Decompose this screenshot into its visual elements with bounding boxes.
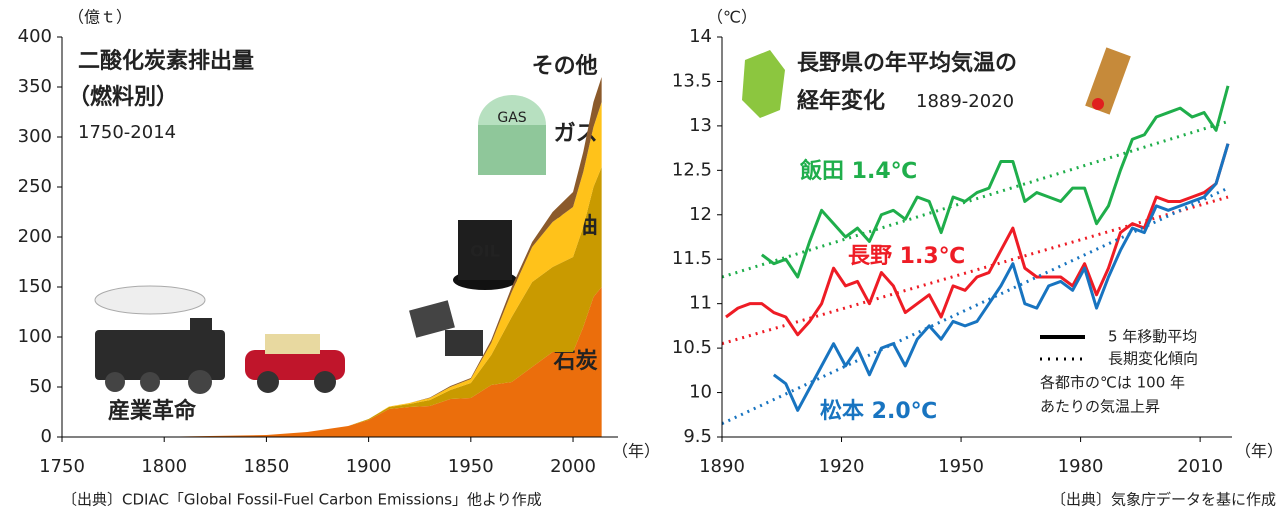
line [760,85,1230,279]
x-unit: （年） [1235,442,1281,461]
y-tick-label: 400 [18,26,52,47]
x-tick-label: 1850 [244,456,290,477]
x-tick-label: 2000 [550,456,596,477]
legend-text: 長期変化傾向 [1108,350,1198,368]
y-tick-label: 14 [689,26,712,47]
x-tick-label: 1890 [699,456,745,477]
line [725,143,1230,337]
x-tick-label: 1920 [819,456,865,477]
annotation: 産業革命 [108,398,197,424]
y-unit: （℃） [707,8,757,27]
subtitle: 1889-2020 [916,91,1014,112]
y-tick-label: 12.5 [672,159,712,180]
y-tick-label: 10.5 [672,337,712,358]
note: あたりの気温上昇 [1040,398,1160,416]
chart-title: （燃料別） [68,84,178,110]
chart-title: 経年変化 [797,88,885,114]
y-tick-label: 350 [18,76,52,97]
y-tick-label: 13 [689,115,712,136]
y-tick-label: 100 [18,326,52,347]
y-tick-label: 200 [18,226,52,247]
y-tick-label: 250 [18,176,52,197]
subtitle: 1750-2014 [78,122,176,143]
y-tick-label: 0 [41,426,52,447]
x-tick-label: 1800 [141,456,187,477]
illustrations: OIL GAS [94,47,1131,394]
y-tick-label: 11.5 [672,248,712,269]
x-unit: （年） [612,442,660,461]
source: 〔出典〕気象庁データを基に作成 [1051,491,1276,509]
chart-title: 二酸化炭素排出量 [78,48,254,74]
y-tick-label: 12 [689,204,712,225]
area [62,287,602,437]
x-tick-label: 1950 [938,456,984,477]
y-tick-label: 13.5 [672,70,712,91]
y-unit: （億ｔ） [68,8,132,27]
x-tick-label: 1750 [39,456,85,477]
svg-text:OIL: OIL [470,242,500,261]
y-tick-label: 50 [29,376,52,397]
note: 各都市の℃は 100 年 [1040,374,1185,392]
line [772,143,1230,412]
svg-text:GAS: GAS [497,110,526,126]
y-tick-label: 150 [18,276,52,297]
series-label: 長野 1.3℃ [848,244,965,269]
y-tick-label: 300 [18,126,52,147]
legend-text: 5 年移動平均 [1108,328,1197,346]
y-tick-label: 10 [689,382,712,403]
x-tick-label: 1950 [448,456,494,477]
area-label: その他 [532,54,598,79]
series-label: 松本 2.0℃ [820,399,937,424]
y-tick-label: 9.5 [683,426,712,447]
trend-line [721,120,1229,279]
y-tick-label: 11 [689,293,712,314]
series-label: 飯田 1.4℃ [799,158,917,184]
x-tick-label: 1980 [1058,456,1104,477]
chart-title: 長野県の年平均気温の [797,50,1017,76]
x-tick-label: 1900 [346,456,392,477]
source: 〔出典〕CDIAC「Global Fossil-Fuel Carbon Emis… [62,491,542,509]
x-tick-label: 2010 [1177,456,1223,477]
area-label: 石炭 [553,348,598,374]
